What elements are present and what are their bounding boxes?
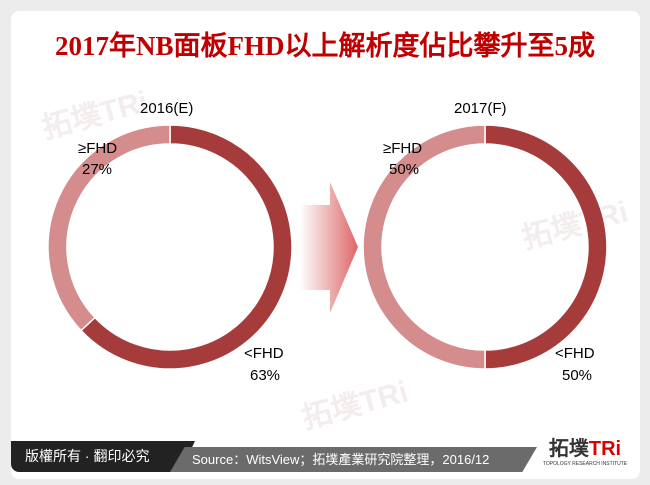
chart-title-2017: 2017(F) — [454, 100, 507, 117]
logo-accent: TRi — [588, 438, 622, 460]
data-label: 50% — [389, 161, 420, 178]
arrow-icon — [300, 182, 358, 313]
donut-slice-ge-fhd — [47, 124, 171, 332]
label-category: <FHD — [244, 345, 284, 362]
logo: 拓墣TRi TOPOLOGY RESEARCH INSTITUTE — [530, 432, 640, 472]
label-category: <FHD — [555, 345, 595, 362]
donut-slice-ge-fhd — [362, 124, 486, 370]
data-label: 63% — [250, 367, 281, 384]
data-label: 27% — [82, 161, 113, 178]
page-title: 2017年NB面板FHD以上解析度佔比攀升至5成 — [55, 31, 595, 61]
donut-2017 — [362, 124, 608, 370]
logo-main: 拓墣 — [548, 438, 589, 460]
label-category: ≥FHD — [383, 140, 423, 157]
donut-slice-lt-fhd — [484, 124, 608, 370]
copyright-banner: 版權所有 · 翻印必究 — [11, 441, 195, 472]
chart-title-2016: 2016(E) — [140, 100, 194, 117]
label-category: ≥FHD — [78, 140, 118, 157]
data-label: 50% — [562, 367, 593, 384]
source-note: Source：WitsView；拓墣產業研究院整理，2016/12 — [170, 447, 537, 472]
logo-sub: TOPOLOGY RESEARCH INSTITUTE — [542, 461, 628, 467]
donut-2016 — [47, 124, 293, 370]
